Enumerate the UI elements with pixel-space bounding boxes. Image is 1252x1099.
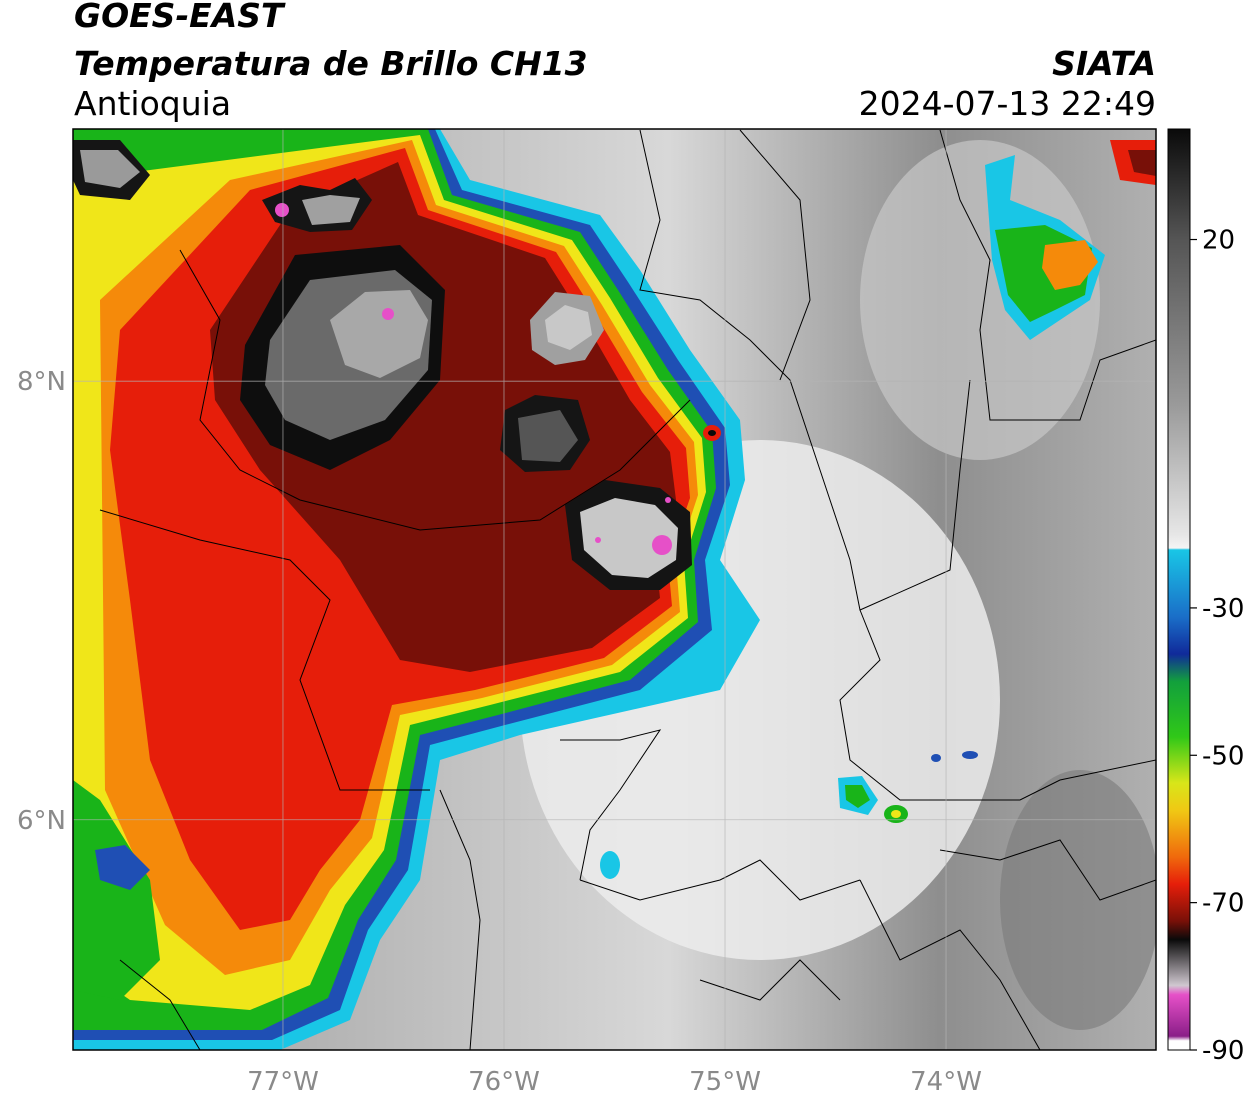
colorbar-tick-marks (1190, 238, 1197, 1051)
core-north-small-gray (302, 195, 360, 225)
datetime-label: 2024-07-13 22:49 (858, 84, 1156, 123)
storm-light-core (330, 290, 428, 378)
lon-tick-label: 74°W (910, 1067, 982, 1097)
satellite-title: GOES-EAST (74, 0, 284, 35)
coldest-pixel-1 (382, 308, 394, 320)
colorbar-tick-label: -30 (1202, 594, 1244, 624)
gray-area-east (1000, 770, 1156, 1030)
product-title: Temperatura de Brillo CH13 (74, 44, 588, 83)
coldest-pixel-4 (665, 497, 671, 503)
storm-sw-green (73, 780, 160, 1000)
region-label: Antioquia (74, 84, 232, 123)
cell-blue-2 (962, 751, 978, 759)
ne-corner-dark (1128, 150, 1156, 176)
lon-tick-label: 75°W (689, 1067, 761, 1097)
lon-tick-label: 77°W (247, 1067, 319, 1097)
cell-cyan (600, 851, 620, 879)
coldest-pixel-5 (275, 203, 289, 217)
core-nw-gray (80, 150, 140, 188)
lat-tick-label: 6°N (17, 806, 66, 836)
cell-red-core (708, 430, 716, 436)
colorbar-bar (1167, 128, 1191, 1051)
satellite-imagery (73, 129, 1156, 1050)
lat-tick-label: 8°N (17, 367, 66, 397)
colorbar: 20 -30 -50 -70 -90 (1167, 128, 1244, 1066)
colorbar-tick-label: -70 (1202, 889, 1244, 919)
colorbar-tick-label: -90 (1202, 1036, 1244, 1066)
lon-tick-label: 76°W (468, 1067, 540, 1097)
coldest-pixel-2 (652, 535, 672, 555)
cell-green-2-core (891, 810, 901, 818)
political-boundaries (99, 129, 1156, 1050)
core-east-gray (518, 410, 578, 462)
graticule (73, 129, 1156, 1050)
coldest-pixel-3 (595, 537, 601, 543)
ne-storm-orange (1042, 240, 1098, 290)
cell-green-1-inner (845, 785, 870, 808)
organization-label: SIATA (1052, 44, 1156, 83)
map-frame (72, 128, 1157, 1051)
core-south-light (580, 498, 678, 578)
storm-sw-blue (95, 845, 150, 890)
core-north-light (545, 305, 592, 350)
cell-blue-1 (931, 754, 941, 762)
colorbar-tick-label: -50 (1202, 741, 1244, 771)
colorbar-tick-label: 20 (1202, 226, 1235, 256)
